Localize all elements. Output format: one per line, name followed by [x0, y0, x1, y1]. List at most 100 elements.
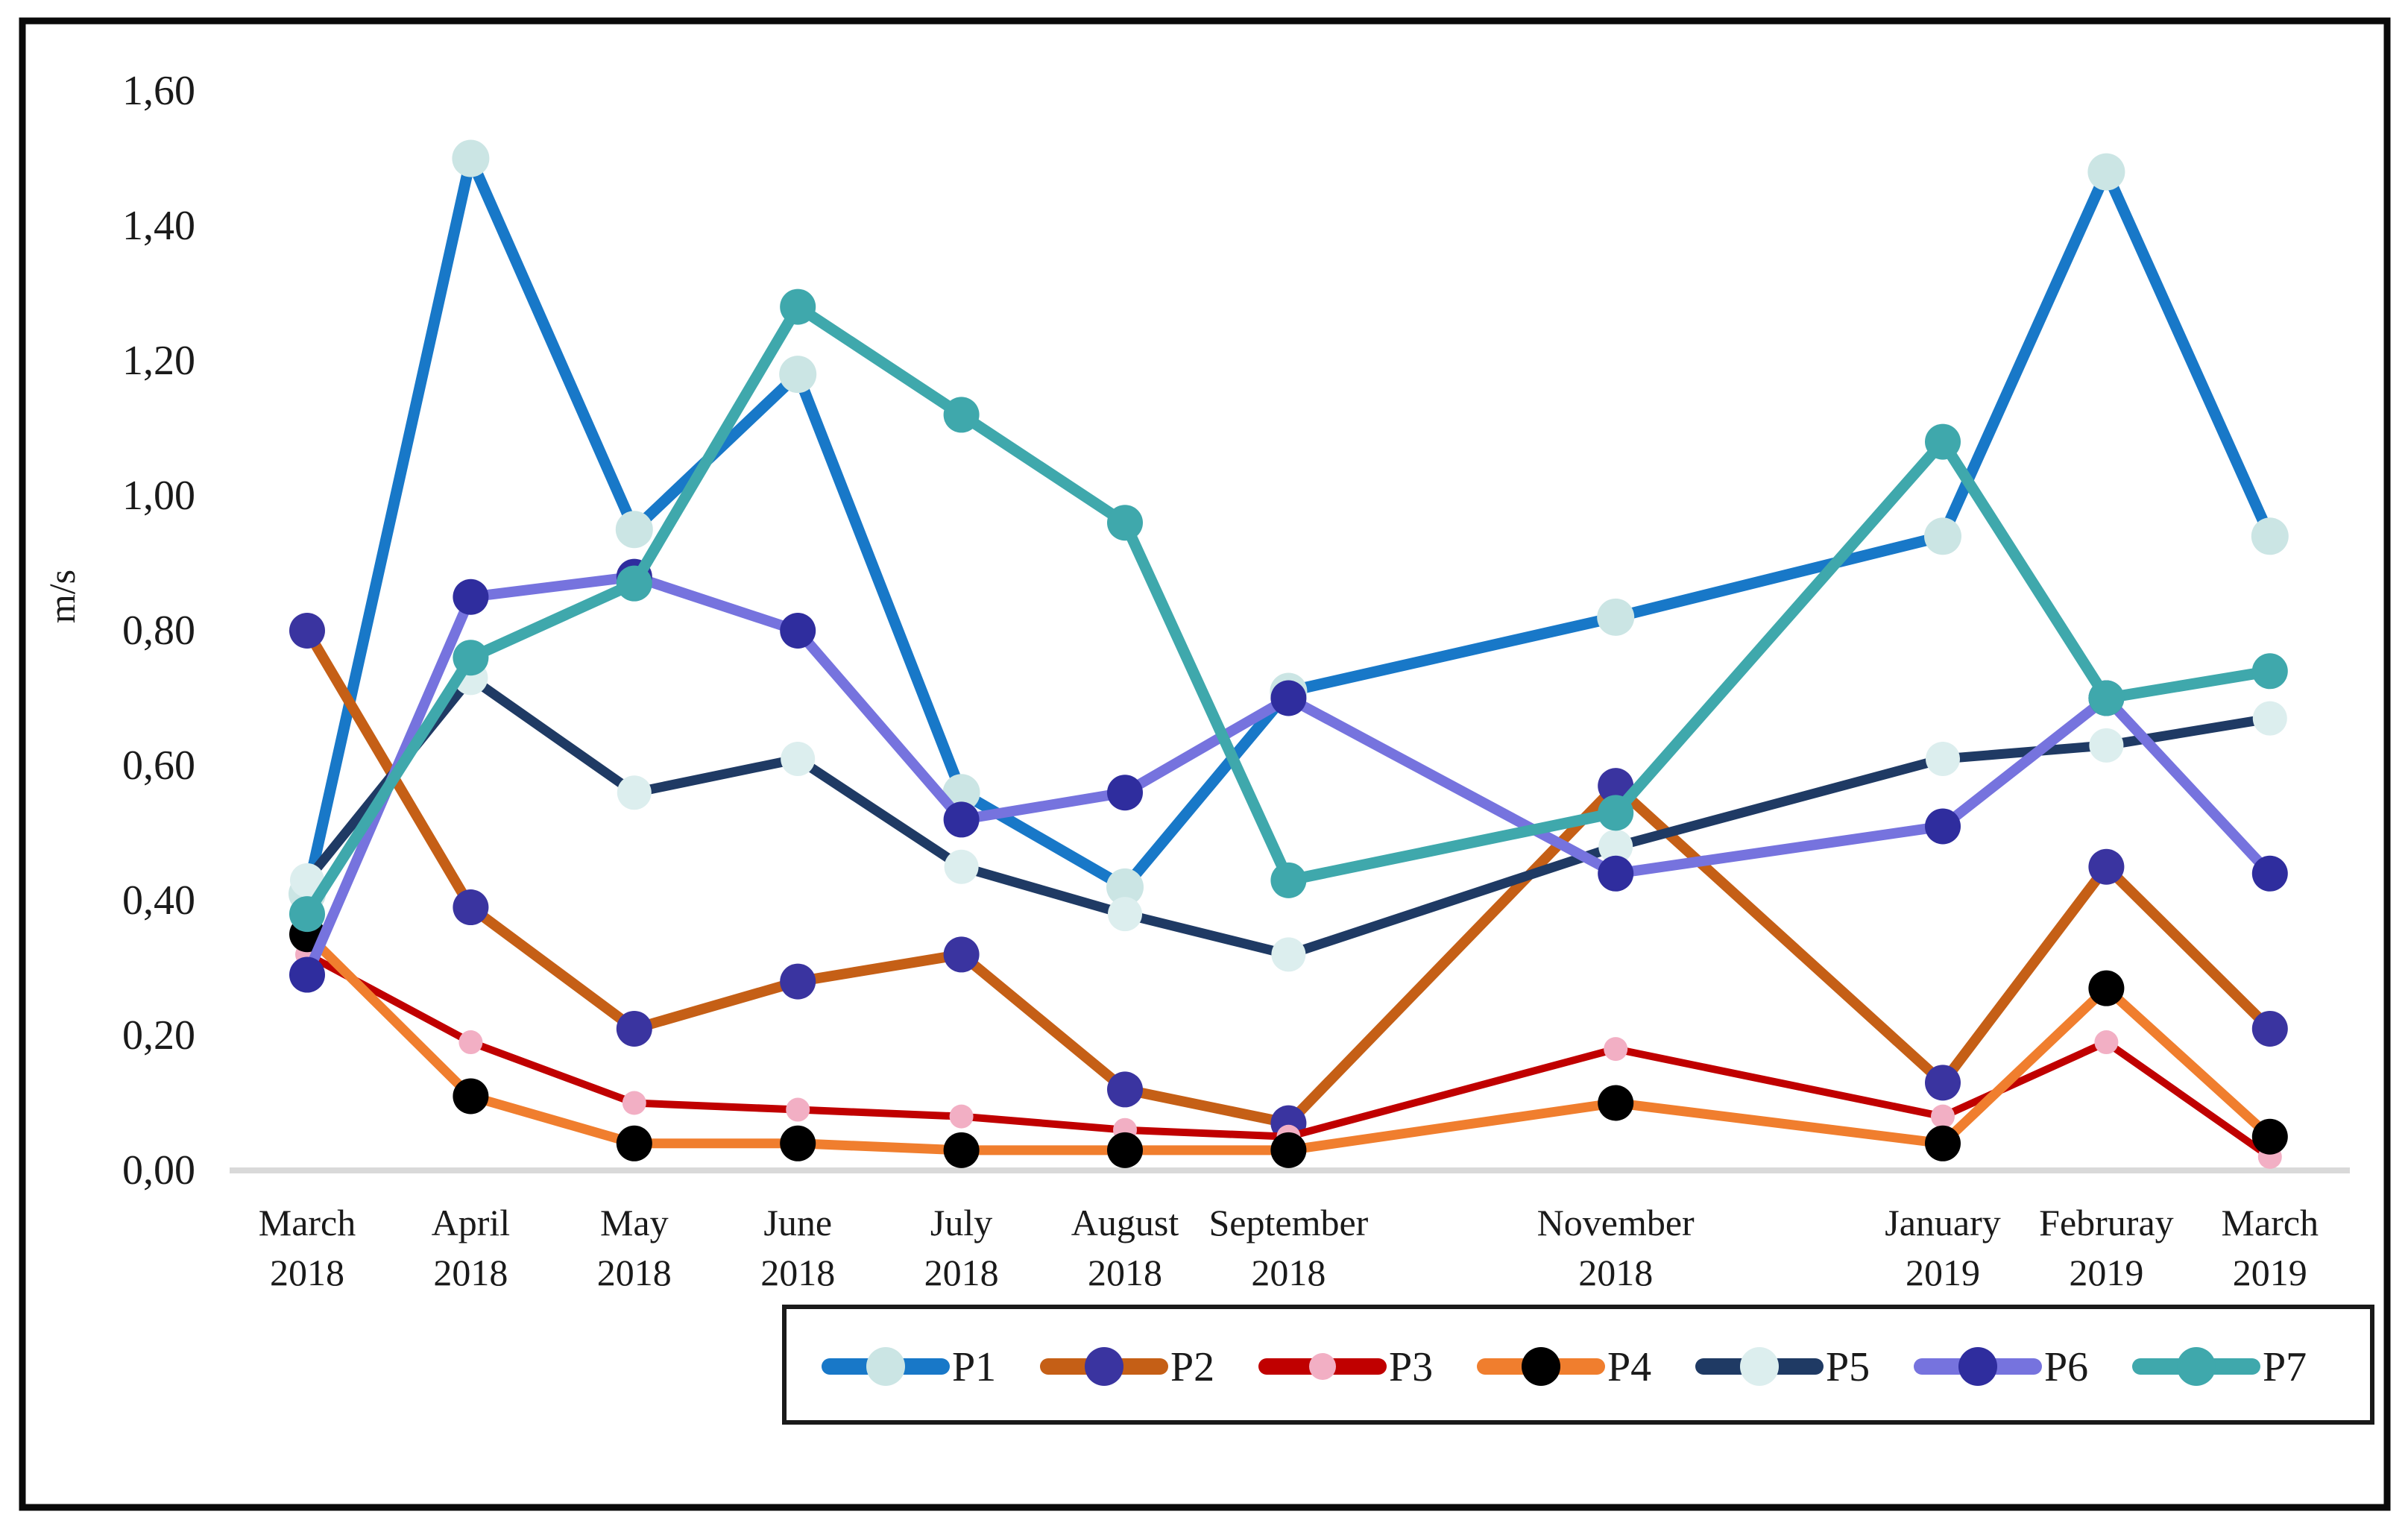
y-tick-label: 0,60: [122, 743, 195, 789]
series-P3-marker: [2094, 1030, 2119, 1055]
x-tick-label-month: June: [763, 1202, 832, 1243]
x-tick-label-year: 2018: [597, 1252, 672, 1293]
series-P7-marker: [1598, 795, 1634, 831]
series-P5-marker: [2252, 701, 2287, 736]
x-axis-category-labels: March 2018 April 2018 May 2018 June 2018 July 201…: [259, 1202, 2319, 1293]
x-tick-label-month: January: [1885, 1202, 2001, 1243]
chart-border: [19, 17, 2391, 1511]
x-tick-label-year: 2019: [2233, 1252, 2307, 1293]
series-P3-marker: [786, 1097, 810, 1122]
x-tick-label-month: Februray: [2039, 1202, 2174, 1243]
legend-label-P3: P3: [1389, 1344, 1433, 1390]
legend-label-P2: P2: [1170, 1344, 1214, 1390]
legend-swatch-marker-P5: [1740, 1347, 1779, 1386]
legend-swatch-marker-P6: [1958, 1347, 1997, 1386]
x-tick-label-year: 2019: [2069, 1252, 2143, 1293]
series-P7-marker: [1107, 505, 1143, 541]
series-P4-marker: [1107, 1132, 1143, 1168]
x-tick-label-month: July: [930, 1202, 992, 1243]
y-axis-unit-label: m/s: [41, 570, 83, 623]
y-tick-label: 0,80: [122, 608, 195, 654]
series-P3-marker: [458, 1030, 483, 1055]
series-P6-marker: [943, 801, 980, 838]
series-P2-marker: [780, 963, 816, 1000]
series-P1-marker: [2087, 153, 2125, 191]
legend-label-P6: P6: [2044, 1344, 2088, 1390]
series-P7-marker: [1925, 423, 1961, 460]
series-P4-marker: [1925, 1125, 1961, 1161]
y-tick-label: 0,40: [122, 877, 195, 924]
series-P2-marker: [453, 889, 489, 926]
y-tick-label: 1,20: [122, 338, 195, 384]
series-P2-marker: [1107, 1071, 1143, 1108]
y-tick-label: 1,60: [122, 68, 195, 114]
series-P2-marker: [2251, 1010, 2288, 1047]
series-P6-marker: [2251, 855, 2288, 892]
x-tick-label-month: March: [2222, 1202, 2319, 1243]
legend-swatch-marker-P2: [1085, 1347, 1123, 1386]
series-P5-marker: [290, 863, 324, 898]
x-tick-label-month: September: [1208, 1202, 1368, 1243]
series-P1-marker: [2251, 517, 2289, 555]
series-P2-marker: [1925, 1065, 1961, 1101]
series-P7-marker: [780, 289, 816, 325]
legend-label-P5: P5: [1826, 1344, 1870, 1390]
series-P6-marker: [1925, 808, 1961, 845]
legend-label-P7: P7: [2263, 1344, 2307, 1390]
series-P4-marker: [2088, 970, 2125, 1006]
series-P6-marker: [1270, 680, 1307, 716]
x-tick-label-year: 2018: [270, 1252, 344, 1293]
series-P7-marker: [2251, 653, 2288, 690]
series-P1-marker: [1924, 517, 1961, 555]
series-P1-marker: [452, 139, 490, 177]
x-tick-label-month: April: [432, 1202, 511, 1243]
series-P1-marker: [779, 356, 817, 394]
series-P1-marker: [615, 511, 653, 549]
series-P4-marker: [1598, 1085, 1634, 1121]
legend-swatch-marker-P3: [1309, 1353, 1336, 1380]
series-P4-marker: [2251, 1118, 2288, 1155]
series-P7-marker: [616, 565, 652, 602]
series-P6-marker: [780, 613, 816, 649]
series-P4-marker: [780, 1125, 816, 1161]
x-tick-label-year: 2018: [924, 1252, 999, 1293]
legend-swatch-marker-P1: [866, 1347, 905, 1386]
series-P6-marker: [453, 579, 489, 615]
series-P3-marker: [1931, 1104, 1955, 1129]
series-P2-marker: [2088, 848, 2125, 885]
series-P7-marker: [943, 397, 980, 433]
series-P6-marker: [1107, 775, 1143, 811]
series-P5-marker: [1598, 829, 1633, 864]
x-tick-label-month: March: [259, 1202, 356, 1243]
x-tick-label-year: 2018: [1088, 1252, 1162, 1293]
legend-swatch-marker-P7: [2177, 1347, 2216, 1386]
legend-swatch-marker-P4: [1522, 1347, 1560, 1386]
series-P4-marker: [1270, 1132, 1307, 1168]
legend: P1 P2 P3 P4 P5 P6 P7: [782, 1305, 2374, 1425]
series-P2-marker: [289, 613, 325, 649]
series-P4-marker: [616, 1125, 652, 1161]
x-tick-label-month: November: [1537, 1202, 1695, 1243]
series-P4-marker: [943, 1132, 980, 1168]
series-P6-marker: [289, 956, 325, 993]
data-series: [289, 139, 2289, 1169]
y-tick-label: 0,00: [122, 1147, 195, 1194]
series-P5-marker: [781, 741, 816, 776]
series-P7-marker: [453, 640, 489, 676]
series-P7-marker: [1270, 862, 1307, 898]
x-tick-label-year: 2018: [1251, 1252, 1326, 1293]
series-P6-marker: [1598, 855, 1634, 892]
y-tick-label: 1,00: [122, 473, 195, 519]
series-P5-marker: [1271, 937, 1306, 972]
series-P5-marker: [1926, 741, 1960, 776]
series-P5-marker: [617, 775, 652, 810]
x-tick-label-year: 2019: [1906, 1252, 1980, 1293]
series-P5-marker: [944, 849, 979, 884]
x-tick-label-month: May: [600, 1202, 669, 1243]
series-P1-marker: [1597, 598, 1635, 636]
legend-label-P1: P1: [952, 1344, 996, 1390]
legend-label-P4: P4: [1607, 1344, 1651, 1390]
y-tick-label: 0,20: [122, 1012, 195, 1059]
